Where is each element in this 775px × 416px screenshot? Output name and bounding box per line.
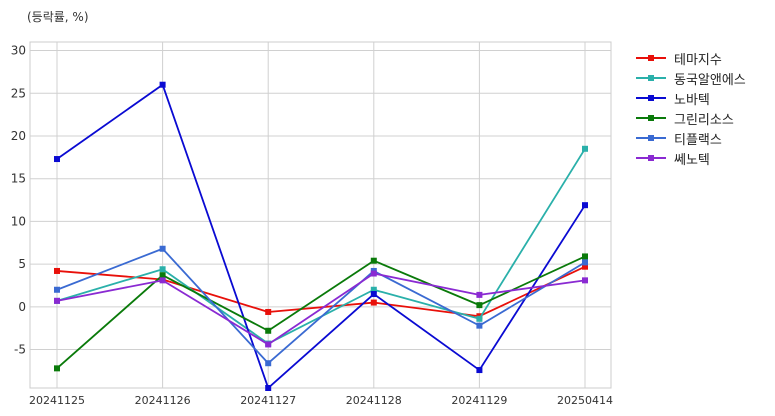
series-line (56, 247, 586, 365)
y-tick-label: 0 (18, 300, 26, 314)
series-line (56, 255, 586, 370)
y-tick-label: 30 (11, 44, 26, 58)
grid-lines (30, 42, 611, 388)
data-point (54, 365, 60, 372)
y-tick-label: 10 (11, 214, 26, 228)
legend-label: 노바텍 (674, 92, 710, 108)
series-line (56, 83, 586, 389)
legend-label: 테마지수 (674, 52, 722, 68)
data-point (582, 145, 588, 152)
data-point (159, 245, 166, 252)
legend-item: 쎄노텍 (636, 148, 746, 168)
data-point (370, 291, 377, 298)
legend-label: 동국알앤에스 (674, 72, 746, 88)
series-line (56, 265, 586, 318)
unit-label: (등락률, %) (27, 10, 89, 24)
data-point (370, 270, 377, 277)
legend-swatch (636, 112, 666, 124)
legend-item: 그린리소스 (636, 108, 746, 128)
series-layer (54, 81, 588, 391)
data-point (582, 277, 588, 284)
data-point (265, 360, 272, 367)
tick-labels: -5 0 5 10 15 20 25 30 20241125 20241126 20241127 20… (11, 44, 613, 407)
legend-swatch (636, 72, 666, 84)
data-point (476, 322, 483, 329)
x-tick-label: 20250414 (557, 394, 613, 407)
legend-item: 테마지수 (636, 48, 746, 68)
legend-label: 티플랙스 (674, 132, 722, 148)
legend-label: 쎄노텍 (674, 152, 710, 168)
data-point (582, 202, 588, 209)
legend-item: 동국알앤에스 (636, 68, 746, 88)
data-point (265, 327, 272, 334)
data-point (159, 266, 166, 273)
data-point (159, 272, 166, 279)
data-point (159, 277, 166, 284)
y-tick-label: 15 (11, 172, 26, 186)
data-point (265, 341, 272, 348)
data-point (582, 253, 588, 260)
y-tick-label: 25 (11, 86, 26, 100)
data-point (476, 315, 483, 322)
data-point (476, 302, 483, 309)
data-point (54, 267, 60, 274)
y-tick-label: -5 (14, 343, 26, 357)
y-tick-label: 5 (18, 257, 26, 271)
data-point (265, 385, 272, 391)
x-tick-label: 20241126 (135, 394, 191, 407)
data-point (370, 299, 377, 306)
series-line (56, 272, 586, 346)
x-tick-label: 20241127 (240, 394, 296, 407)
x-tick-label: 20241129 (451, 394, 507, 407)
data-point (159, 81, 166, 88)
legend-item: 티플랙스 (636, 128, 746, 148)
legend-swatch (636, 132, 666, 144)
data-point (54, 286, 60, 293)
x-tick-label: 20241128 (346, 394, 402, 407)
legend-swatch (636, 52, 666, 64)
data-point (54, 297, 60, 304)
data-point (582, 259, 588, 266)
data-point (582, 263, 588, 270)
y-tick-label: 20 (11, 129, 26, 143)
data-point (476, 367, 483, 374)
legend-label: 그린리소스 (674, 112, 734, 128)
legend-swatch (636, 152, 666, 164)
plot-area (29, 41, 612, 389)
data-point (476, 291, 483, 298)
data-point (370, 286, 377, 293)
data-point (370, 257, 377, 264)
legend-swatch (636, 92, 666, 104)
data-point (54, 156, 60, 163)
data-point (265, 308, 272, 315)
x-tick-label: 20241125 (29, 394, 85, 407)
legend-item: 노바텍 (636, 88, 746, 108)
